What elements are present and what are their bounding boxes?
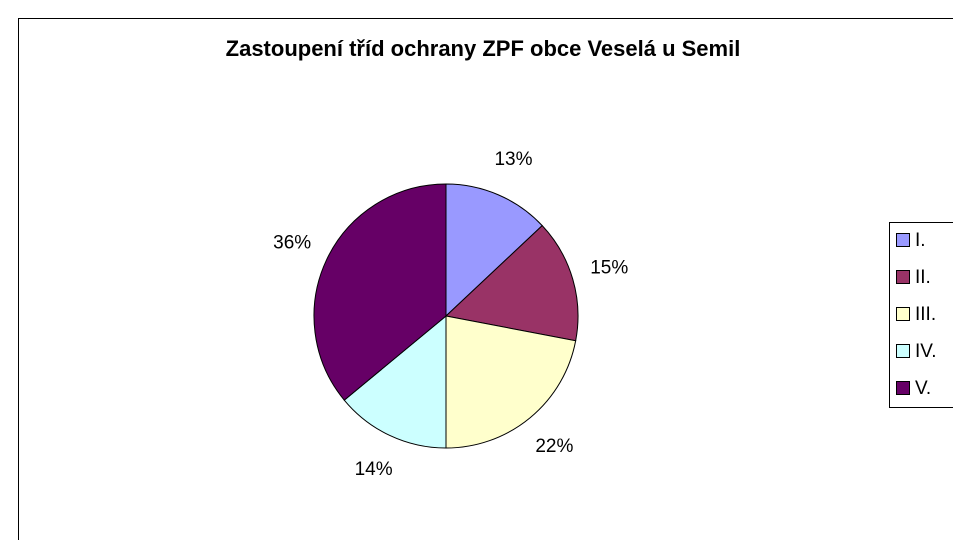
pie-slice xyxy=(343,314,447,449)
legend-swatch xyxy=(896,381,910,395)
data-label: 15% xyxy=(590,258,628,279)
legend-swatch xyxy=(896,307,910,321)
legend-label: II. xyxy=(915,267,931,288)
pie-slice xyxy=(444,224,579,342)
legend-label: I. xyxy=(915,230,926,251)
chart-frame xyxy=(18,18,953,540)
chart-title: Zastoupení tříd ochrany ZPF obce Veselá … xyxy=(226,36,741,61)
legend-swatch xyxy=(896,270,910,284)
data-label: 13% xyxy=(494,149,532,170)
legend-label: IV. xyxy=(915,341,937,362)
legend-label: III. xyxy=(915,304,936,325)
pie-slice xyxy=(445,315,577,449)
pie-slice xyxy=(313,183,447,401)
legend-swatch xyxy=(896,344,910,358)
pie-slice xyxy=(445,183,543,318)
data-label: 36% xyxy=(273,233,311,254)
legend-label: V. xyxy=(915,378,931,399)
data-label: 14% xyxy=(355,459,393,480)
data-label: 22% xyxy=(535,436,573,457)
legend-swatch xyxy=(896,233,910,247)
